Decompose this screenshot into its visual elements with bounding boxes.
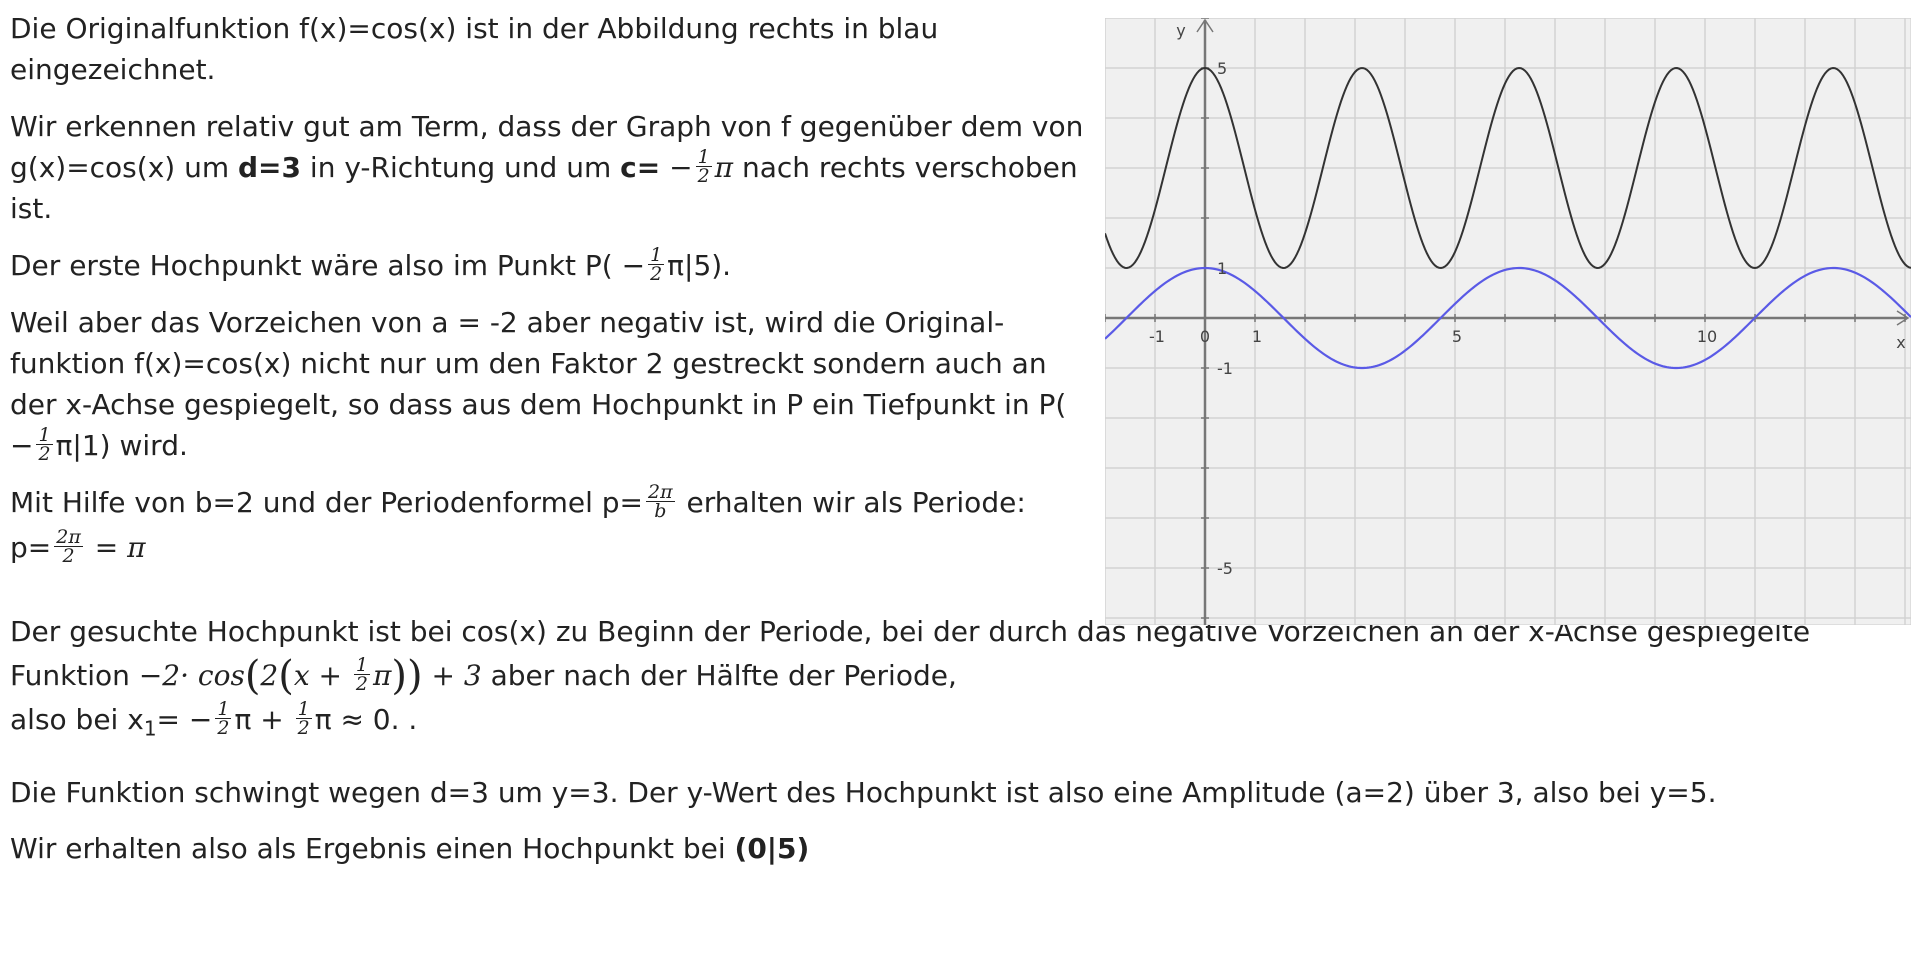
- paragraph-amplitude: Die Funktion schwingt wegen d=3 um y=3. …: [10, 775, 1717, 809]
- fraction-denominator: 2: [355, 672, 369, 695]
- x1-text-a: also bei x: [10, 703, 144, 736]
- y-tick-label: 1: [1217, 259, 1227, 278]
- first-max-text-b: π|5).: [667, 249, 732, 282]
- max-location-text-b: aber nach der Hälfte der Periode,: [481, 659, 957, 692]
- fraction-denominator: 2: [650, 262, 663, 285]
- function-term-d: + 3: [422, 659, 482, 692]
- blue-curve-cos: [1105, 266, 1911, 370]
- paragraph-period-formula: Mit Hilfe von b=2 und der Periodenformel…: [10, 482, 1090, 523]
- y-tick-label: -1: [1217, 359, 1233, 378]
- fraction-denominator: 2: [697, 164, 710, 187]
- function-term-b: 2: [260, 659, 279, 692]
- graph-background: [1105, 18, 1911, 625]
- x1-text-d: π ≈ 0. .: [314, 703, 418, 736]
- x-tick-label: 0: [1200, 327, 1210, 346]
- reflection-text-a: Weil aber das Vorzeichen von a = -2 aber…: [10, 306, 1067, 462]
- explanation-text: Die Originalfunktion f(x)=cos(x) ist in …: [10, 8, 1090, 584]
- period-result-text-a: p=: [10, 531, 52, 564]
- period-result-text-b: =: [85, 531, 128, 564]
- result-point: (0|5): [734, 831, 810, 865]
- fraction-denominator: b: [654, 499, 667, 522]
- fraction-numerator: 2π: [646, 480, 675, 503]
- y-tick-label: 5: [1217, 59, 1227, 78]
- y-axis-label: y: [1176, 21, 1185, 40]
- period-formula-text-b: erhalten wir als Periode:: [677, 486, 1026, 519]
- shift-text-b: in y-Richtung und um: [301, 151, 621, 184]
- y-axis-arrow: [1196, 18, 1214, 33]
- paragraph-period-result: p= 2π 2 = π: [10, 527, 1090, 568]
- black-curve-transformed: [1105, 66, 1911, 270]
- big-paren-close: ): [407, 653, 423, 699]
- fraction-numerator: 2π: [54, 525, 83, 548]
- shift-c-label: c=: [620, 151, 661, 184]
- shift-text-c: nach rechts verschoben ist.: [10, 151, 1078, 225]
- fraction-denominator: 2: [38, 442, 51, 465]
- big-paren-open: (: [278, 653, 294, 699]
- x-tick-label: -1: [1149, 327, 1165, 346]
- x1-text-b: = −: [156, 703, 213, 736]
- shift-c-pi: π: [714, 151, 734, 184]
- shift-text-a: Wir erkennen relativ gut am Term, dass d…: [10, 110, 1084, 184]
- period-formula-text-a: Mit Hilfe von b=2 und der Periodenformel…: [10, 486, 643, 519]
- fraction-numerator: 1: [36, 423, 53, 446]
- period-result-fraction: 2π 2: [54, 525, 83, 567]
- axes: [1105, 18, 1910, 625]
- big-paren-close: ): [391, 653, 408, 699]
- fraction-numerator: 1: [695, 145, 712, 168]
- function-term-pi: π: [373, 659, 392, 692]
- explanation-text-wide: Der gesuchte Hochpunkt ist bei cos(x) zu…: [10, 610, 1910, 883]
- function-term-a: −2· cos: [138, 659, 245, 692]
- paragraph-reflection: Weil aber das Vorzeichen von a = -2 aber…: [10, 302, 1090, 466]
- big-paren-open: (: [244, 653, 261, 699]
- fraction-numerator: 1: [353, 653, 371, 676]
- period-result-pi: π: [127, 531, 146, 564]
- shift-c-sign: −: [660, 151, 693, 184]
- period-formula-fraction: 2π b: [646, 480, 675, 522]
- x-axis-arrow: [1896, 310, 1910, 326]
- result-text: Wir erhalten also als Ergebnis einen Hoc…: [10, 831, 735, 865]
- x-tick-label: 10: [1697, 327, 1717, 346]
- fraction-numerator: 1: [295, 697, 312, 720]
- paragraph-first-maximum: Der erste Hochpunkt wäre also im Punkt P…: [10, 245, 1090, 286]
- x-tick-label: 1: [1252, 327, 1262, 346]
- grid-lines: [1105, 18, 1911, 625]
- fraction-numerator: 1: [215, 697, 232, 720]
- paragraph-original-function: Die Originalfunktion f(x)=cos(x) ist in …: [10, 12, 939, 86]
- paragraph-shift: Wir erkennen relativ gut am Term, dass d…: [10, 106, 1090, 229]
- function-term-c: x +: [293, 659, 351, 692]
- shift-d-value: d=3: [238, 151, 302, 184]
- y-tick-label: -5: [1217, 559, 1233, 578]
- x-tick-label: 5: [1452, 327, 1462, 346]
- x-axis-label: x: [1896, 333, 1905, 352]
- first-max-text-a: Der erste Hochpunkt wäre also im Punkt P…: [10, 249, 646, 282]
- fraction-denominator: 2: [217, 716, 230, 739]
- x1-subscript: 1: [143, 716, 157, 741]
- paragraph-result: Wir erhalten also als Ergebnis einen Hoc…: [10, 827, 1910, 871]
- x1-text-c: π +: [234, 703, 293, 736]
- fraction-numerator: 1: [648, 243, 665, 266]
- curves: [1105, 66, 1911, 370]
- fraction-denominator: 2: [62, 544, 75, 567]
- reflection-text-b: π|1) wird.: [55, 429, 188, 462]
- fraction-denominator: 2: [297, 716, 310, 739]
